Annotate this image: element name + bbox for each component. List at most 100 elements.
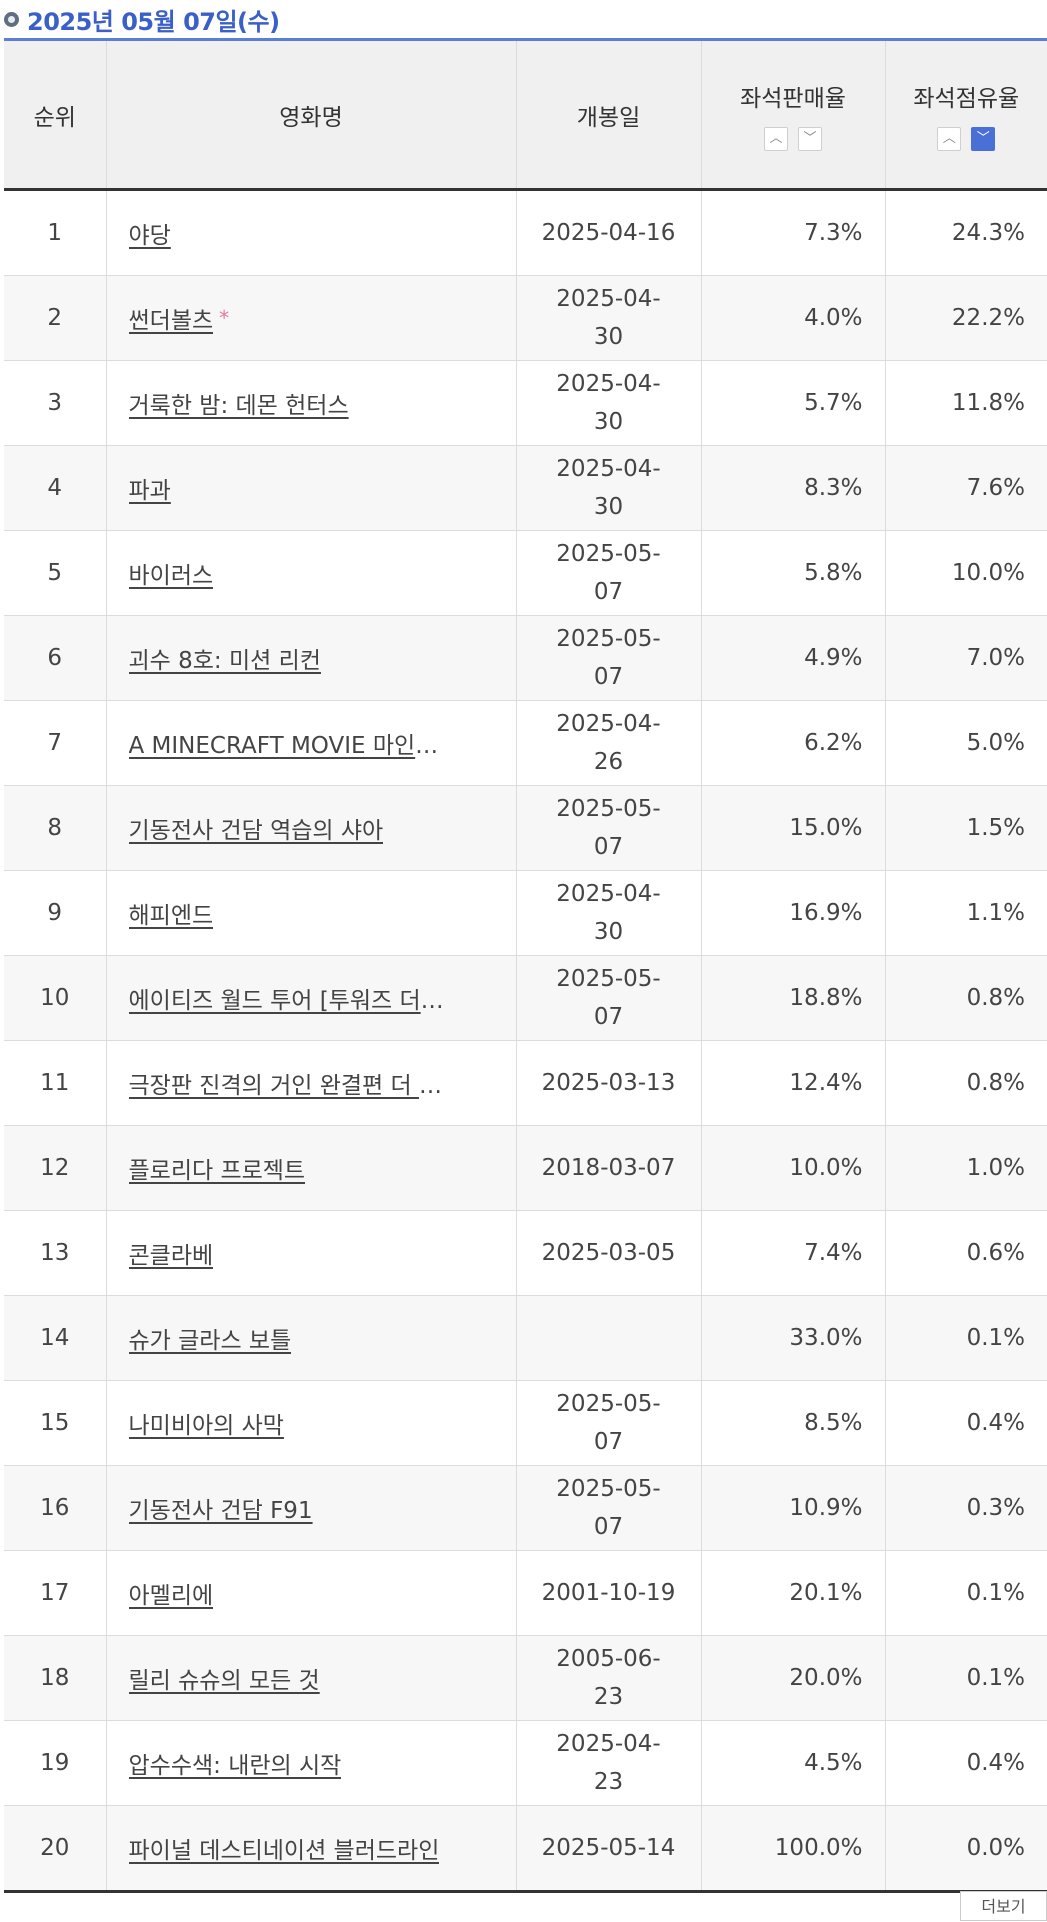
movie-title-link[interactable]: 해피엔드 bbox=[128, 903, 214, 929]
release-date-cell bbox=[515, 1295, 701, 1381]
title-cell: 플로리다 프로젝트 bbox=[105, 1125, 516, 1211]
movie-title-link[interactable]: 파과 bbox=[128, 478, 171, 504]
release-date-text: 2005-06-23 bbox=[556, 1646, 661, 1710]
column-header-sales-label: 좌석판매율 bbox=[740, 85, 846, 112]
seat-share-rate-cell: 0.0% bbox=[884, 1805, 1047, 1893]
seat-sales-rate-cell: 20.0% bbox=[700, 1635, 885, 1721]
seat-share-rate-cell: 0.8% bbox=[884, 1040, 1047, 1126]
title-cell: 괴수 8호: 미션 리컨 bbox=[105, 615, 516, 701]
movie-title-link[interactable]: 파이널 데스티네이션 블러드라인 bbox=[128, 1838, 440, 1864]
sales-sort-asc-button[interactable]: ︿ bbox=[764, 126, 788, 151]
seat-sales-rate-cell: 10.9% bbox=[700, 1465, 885, 1551]
rank-cell: 12 bbox=[4, 1125, 106, 1211]
release-date-cell: 2025-04-30 bbox=[515, 870, 701, 956]
movie-title-link[interactable]: 바이러스 bbox=[128, 563, 214, 589]
movie-title-link[interactable]: 괴수 8호: 미션 리컨 bbox=[128, 648, 321, 674]
release-date-cell: 2025-05-07 bbox=[515, 1465, 701, 1551]
movie-title-link[interactable]: 아멜리에 bbox=[128, 1583, 214, 1609]
movie-title-link[interactable]: 거룩한 밤: 데몬 헌터스 bbox=[128, 393, 349, 419]
column-header-sales: 좌석판매율 ︿ ﹀ bbox=[700, 41, 885, 191]
title-cell: 기동전사 건담 F91 bbox=[105, 1465, 516, 1551]
release-date-cell: 2025-05-07 bbox=[515, 785, 701, 871]
rank-cell: 16 bbox=[4, 1465, 106, 1551]
release-date-text: 2025-04-30 bbox=[556, 286, 661, 350]
title-cell: 나미비아의 사막 bbox=[105, 1380, 516, 1466]
table-row: 3 거룩한 밤: 데몬 헌터스 2025-04-30 5.7% 11.8% bbox=[4, 360, 1047, 446]
movie-title-link[interactable]: 릴리 슈슈의 모든 것 bbox=[128, 1668, 320, 1694]
movie-title-link[interactable]: 기동전사 건담 역습의 샤아 bbox=[128, 818, 384, 844]
seat-sales-rate-cell: 18.8% bbox=[700, 955, 885, 1041]
release-date-text: 2025-05-07 bbox=[556, 1476, 661, 1540]
movie-title-link[interactable]: 야당 bbox=[128, 223, 171, 249]
title-cell: 극장판 진격의 거인 완결편 더 라스… bbox=[105, 1040, 516, 1126]
seat-sales-rate-cell: 8.5% bbox=[700, 1380, 885, 1466]
release-date-text: 2025-04-30 bbox=[556, 371, 661, 435]
title-cell: 파과 bbox=[105, 445, 516, 531]
title-cell: 릴리 슈슈의 모든 것 bbox=[105, 1635, 516, 1721]
release-date-text: 2025-05-14 bbox=[541, 1835, 676, 1861]
movie-title-link[interactable]: 썬더볼츠 bbox=[128, 308, 214, 334]
title-cell: 아멜리에 bbox=[105, 1550, 516, 1636]
seat-share-rate-cell: 11.8% bbox=[884, 360, 1047, 446]
movie-title-link[interactable]: 나미비아의 사막 bbox=[128, 1413, 284, 1439]
release-date-text: 2025-05-07 bbox=[556, 796, 661, 860]
release-date-cell: 2025-04-30 bbox=[515, 445, 701, 531]
title-cell: 거룩한 밤: 데몬 헌터스 bbox=[105, 360, 516, 446]
table-row: 6 괴수 8호: 미션 리컨 2025-05-07 4.9% 7.0% bbox=[4, 615, 1047, 701]
rank-cell: 17 bbox=[4, 1550, 106, 1636]
rank-cell: 18 bbox=[4, 1635, 106, 1721]
movie-title-link[interactable]: 압수수색: 내란의 시작 bbox=[128, 1753, 342, 1779]
movie-title-link[interactable]: 플로리다 프로젝트 bbox=[128, 1158, 306, 1184]
seat-share-rate-cell: 10.0% bbox=[884, 530, 1047, 616]
table-row: 12 플로리다 프로젝트 2018-03-07 10.0% 1.0% bbox=[4, 1125, 1047, 1211]
rank-cell: 13 bbox=[4, 1210, 106, 1296]
release-date-cell: 2025-05-07 bbox=[515, 955, 701, 1041]
release-date-text: 2025-03-05 bbox=[541, 1240, 676, 1266]
sales-sort-desc-button[interactable]: ﹀ bbox=[798, 126, 822, 151]
seat-sales-rate-cell: 100.0% bbox=[700, 1805, 885, 1893]
release-date-cell: 2025-03-05 bbox=[515, 1210, 701, 1296]
table-row: 19 압수수색: 내란의 시작 2025-04-23 4.5% 0.4% bbox=[4, 1720, 1047, 1806]
rank-cell: 14 bbox=[4, 1295, 106, 1381]
movie-title-link[interactable]: 에이티즈 월드 투어 [투워즈 더 라… bbox=[128, 988, 449, 1014]
seat-share-rate-cell: 7.0% bbox=[884, 615, 1047, 701]
release-date-cell: 2025-04-30 bbox=[515, 360, 701, 446]
release-date-cell: 2025-04-26 bbox=[515, 700, 701, 786]
title-cell: 바이러스 bbox=[105, 530, 516, 616]
movie-title-link[interactable]: 기동전사 건담 F91 bbox=[128, 1498, 313, 1524]
title-cell: 에이티즈 월드 투어 [투워즈 더 라… bbox=[105, 955, 516, 1041]
table-header-row: 순위 영화명 개봉일 좌석판매율 ︿ ﹀ 좌석점유율 bbox=[4, 41, 1047, 191]
chevron-up-icon: ︿ bbox=[942, 131, 956, 146]
rank-cell: 3 bbox=[4, 360, 106, 446]
table-row: 8 기동전사 건담 역습의 샤아 2025-05-07 15.0% 1.5% bbox=[4, 785, 1047, 871]
rank-cell: 7 bbox=[4, 700, 106, 786]
column-header-release: 개봉일 bbox=[515, 41, 701, 191]
release-date-text: 2025-04-30 bbox=[556, 456, 661, 520]
release-date-text: 2018-03-07 bbox=[541, 1155, 676, 1181]
title-cell: 슈가 글라스 보틀 bbox=[105, 1295, 516, 1381]
release-date-text: 2025-05-07 bbox=[556, 966, 661, 1030]
movie-title-link[interactable]: A MINECRAFT MOVIE 마인크… bbox=[128, 733, 449, 759]
seat-share-rate-cell: 1.1% bbox=[884, 870, 1047, 956]
movie-title-link[interactable]: 콘클라베 bbox=[128, 1243, 214, 1269]
movie-title-link[interactable]: 극장판 진격의 거인 완결편 더 라스… bbox=[128, 1073, 449, 1099]
seat-share-rate-cell: 0.8% bbox=[884, 955, 1047, 1041]
share-sort-desc-button[interactable]: ﹀ bbox=[971, 126, 996, 151]
share-sort-asc-button[interactable]: ︿ bbox=[937, 126, 962, 151]
rank-cell: 9 bbox=[4, 870, 106, 956]
more-button[interactable]: 더보기 bbox=[960, 1891, 1047, 1921]
seat-sales-rate-cell: 4.9% bbox=[700, 615, 885, 701]
rank-cell: 19 bbox=[4, 1720, 106, 1806]
rank-cell: 11 bbox=[4, 1040, 106, 1126]
release-date-text: 2001-10-19 bbox=[541, 1580, 676, 1606]
release-date-text: 2025-04-26 bbox=[556, 711, 661, 775]
seat-sales-rate-cell: 5.8% bbox=[700, 530, 885, 616]
release-date-cell: 2025-05-07 bbox=[515, 1380, 701, 1466]
release-date-cell: 2001-10-19 bbox=[515, 1550, 701, 1636]
release-date-cell: 2005-06-23 bbox=[515, 1635, 701, 1721]
release-date-cell: 2025-05-07 bbox=[515, 530, 701, 616]
seat-share-rate-cell: 5.0% bbox=[884, 700, 1047, 786]
movie-title-link[interactable]: 슈가 글라스 보틀 bbox=[128, 1328, 292, 1354]
table-row: 2 썬더볼츠 * 2025-04-30 4.0% 22.2% bbox=[4, 275, 1047, 361]
rank-cell: 1 bbox=[4, 189, 106, 276]
